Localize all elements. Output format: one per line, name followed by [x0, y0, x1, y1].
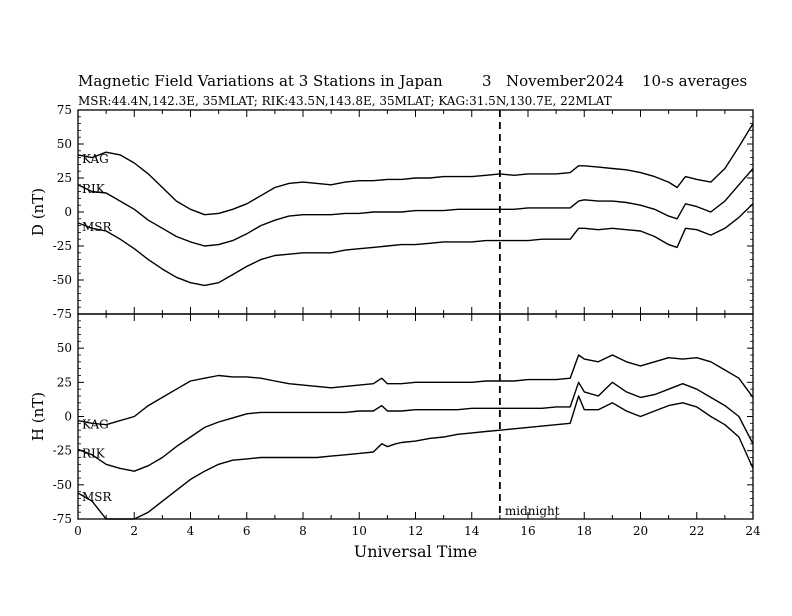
x-tick-label: 24	[745, 524, 761, 538]
y-tick-label: 50	[57, 341, 72, 355]
x-axis-label: Universal Time	[354, 542, 477, 561]
date-year: 2024	[586, 72, 625, 90]
y-tick-label: -50	[53, 478, 72, 492]
y-tick-label: 25	[57, 375, 72, 389]
y-tick-label: 0	[64, 410, 72, 424]
x-tick-label: 12	[408, 524, 423, 538]
series-label-msr: MSR	[82, 490, 113, 504]
midnight-label: midnight	[505, 504, 560, 518]
series-label-kag: KAG	[82, 418, 109, 432]
y-tick-label: -75	[53, 307, 72, 321]
series-line-msr	[77, 395, 754, 520]
x-tick-label: 6	[243, 524, 251, 538]
series-line-kag	[77, 354, 754, 426]
x-tick-label: 10	[352, 524, 367, 538]
y-axis-label: D (nT)	[29, 188, 47, 236]
plot-frame-0	[77, 109, 754, 315]
y-tick-label: -50	[53, 273, 72, 287]
x-tick-label: 16	[520, 524, 535, 538]
y-tick-label: -25	[53, 239, 72, 253]
chart-title: Magnetic Field Variations at 3 Stations …	[78, 72, 443, 90]
series-line-msr	[77, 203, 754, 287]
y-tick-label: -25	[53, 444, 72, 458]
x-tick-label: 2	[130, 524, 138, 538]
y-tick-label: 75	[57, 103, 72, 117]
stations-subtitle: MSR:44.4N,142.3E, 35MLAT; RIK:43.5N,143.…	[78, 94, 612, 108]
x-tick-label: 18	[577, 524, 592, 538]
date-day: 3	[482, 72, 492, 90]
x-tick-label: 4	[187, 524, 195, 538]
y-tick-label: 0	[64, 205, 72, 219]
series-label-rik: RIK	[82, 182, 106, 196]
date-month: November	[506, 72, 586, 90]
series-label-msr: MSR	[82, 220, 113, 234]
x-tick-label: 0	[74, 524, 82, 538]
series-line-rik	[77, 381, 754, 472]
x-tick-label: 22	[689, 524, 704, 538]
y-tick-label: -75	[53, 512, 72, 526]
x-tick-label: 8	[299, 524, 307, 538]
y-axis-label: H (nT)	[29, 392, 47, 441]
y-tick-label: 50	[57, 137, 72, 151]
series-line-kag	[77, 123, 754, 216]
y-tick-label: 25	[57, 171, 72, 185]
averaging-label: 10-s averages	[642, 72, 748, 90]
x-tick-label: 20	[633, 524, 648, 538]
x-tick-label: 14	[464, 524, 480, 538]
series-line-rik	[77, 168, 754, 247]
series-label-kag: KAG	[82, 152, 109, 166]
series-label-rik: RIK	[82, 446, 106, 460]
